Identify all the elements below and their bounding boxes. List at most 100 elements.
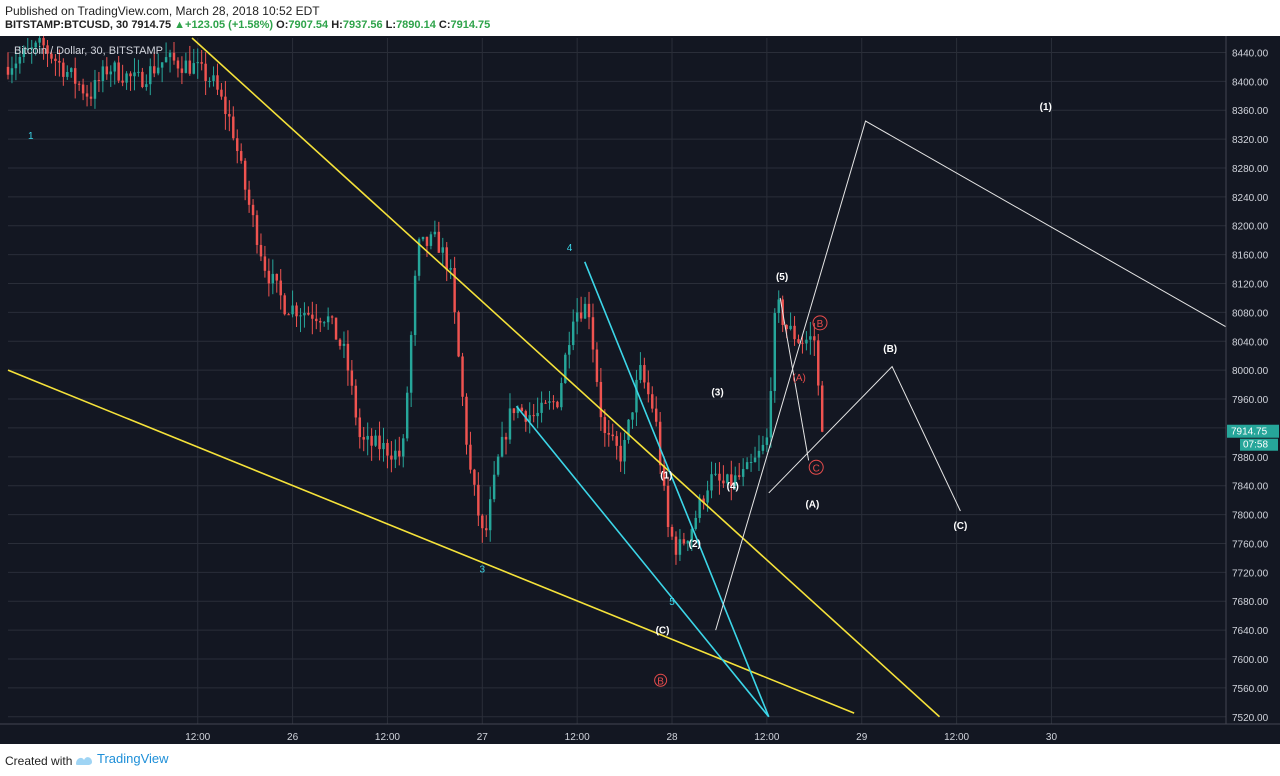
candle: [571, 321, 575, 346]
high-label: H:: [331, 19, 343, 31]
candle: [674, 536, 678, 555]
candle: [46, 45, 49, 54]
y-tick-label: 8040.00: [1232, 337, 1269, 348]
candle: [813, 336, 816, 341]
candle: [544, 402, 547, 404]
candle: [366, 435, 369, 440]
candle: [168, 52, 172, 58]
yellow-trendline: [7, 369, 855, 714]
tradingview-brand[interactable]: TradingView: [74, 751, 169, 766]
last-price: 7914.75: [131, 19, 172, 31]
x-tick-label: 12:00: [375, 732, 400, 743]
candle: [524, 411, 528, 422]
y-tick-label: 8120.00: [1232, 280, 1269, 291]
candle: [741, 469, 745, 477]
candle: [540, 402, 543, 413]
wave-label: B: [657, 676, 664, 687]
y-tick-label: 8320.00: [1232, 135, 1269, 146]
candle: [777, 299, 780, 314]
candle: [500, 436, 504, 457]
candle: [188, 60, 192, 74]
wave-label: B: [817, 319, 824, 330]
candle: [694, 517, 697, 530]
candle: [196, 62, 199, 64]
y-tick-label: 8080.00: [1232, 308, 1269, 319]
candle: [651, 394, 654, 409]
candle: [765, 437, 769, 445]
candle: [354, 385, 358, 418]
candle: [105, 66, 109, 75]
candle: [275, 273, 278, 281]
candle: [801, 342, 804, 344]
candle: [686, 540, 690, 544]
candle: [619, 445, 622, 462]
candle: [457, 312, 460, 357]
candle: [568, 345, 571, 355]
candle: [623, 440, 626, 462]
candle: [698, 498, 701, 518]
candle: [141, 71, 144, 88]
candle: [93, 80, 97, 99]
candle: [212, 75, 215, 81]
x-tick-label: 26: [287, 732, 299, 743]
low-label: L:: [385, 19, 397, 31]
candle: [583, 303, 587, 319]
candle: [153, 66, 156, 74]
chart-title: Bitcoin / Dollar, 30, BITSTAMP: [14, 45, 163, 57]
cyan-trendline: [515, 405, 770, 718]
candle: [785, 324, 788, 330]
candle: [224, 96, 227, 115]
grid: [8, 38, 1226, 724]
candle: [271, 273, 275, 284]
change-value: +123.05 (+1.58%): [185, 19, 274, 31]
candle: [125, 73, 128, 83]
x-tick-label: 27: [477, 732, 489, 743]
x-tick-label: 30: [1046, 732, 1058, 743]
y-tick-label: 7520.00: [1232, 713, 1269, 724]
candle: [184, 60, 188, 73]
candle: [319, 321, 322, 323]
candle: [30, 47, 33, 50]
candle: [18, 56, 22, 64]
candle: [133, 72, 136, 77]
wave-circle: [808, 459, 824, 475]
candle: [204, 63, 207, 82]
candle: [251, 204, 255, 216]
candle: [236, 138, 239, 152]
candle: [390, 455, 393, 460]
wave-label: (5): [776, 272, 788, 283]
candle: [564, 354, 567, 384]
candle: [465, 396, 468, 445]
candle: [734, 475, 737, 486]
candle: [239, 151, 243, 161]
wave-label: (1): [660, 470, 672, 481]
wave-label: (3): [711, 387, 723, 398]
candle: [793, 325, 796, 340]
candle: [520, 407, 524, 412]
wave-labels: 1 4 3 5 (1) (2) (3) (4) (5) (A) (B) (C) (C) (1) (A) B C B: [28, 102, 1052, 687]
candle: [820, 385, 824, 432]
candle: [62, 62, 65, 77]
price-chart[interactable]: 1 4 3 5 (1) (2) (3) (4) (5) (A) (B) (C) (C) (1) (A) B C B…: [0, 23, 1280, 744]
candle: [548, 401, 551, 403]
wave-label: 3: [480, 564, 486, 575]
candle: [469, 444, 472, 470]
wave-label: 1: [28, 131, 34, 142]
candle: [338, 339, 342, 346]
price-axis-bg: [1226, 36, 1280, 744]
candle: [6, 66, 10, 75]
x-tick-label: 28: [666, 732, 678, 743]
y-tick-label: 7720.00: [1232, 568, 1269, 579]
candle: [702, 498, 705, 503]
chart-area[interactable]: 1 4 3 5 (1) (2) (3) (4) (5) (A) (B) (C) (C) (1) (A) B C B…: [0, 23, 1280, 744]
symbol-label: BITSTAMP:BTCUSD, 30: [5, 19, 129, 31]
published-note: Published on TradingView.com, March 28, …: [5, 4, 320, 18]
candle: [350, 370, 354, 386]
candle: [516, 407, 520, 414]
candle: [690, 529, 694, 541]
candle: [658, 421, 662, 466]
candle: [77, 83, 81, 85]
candle: [773, 313, 777, 392]
candle: [643, 365, 646, 383]
candle: [496, 456, 500, 475]
